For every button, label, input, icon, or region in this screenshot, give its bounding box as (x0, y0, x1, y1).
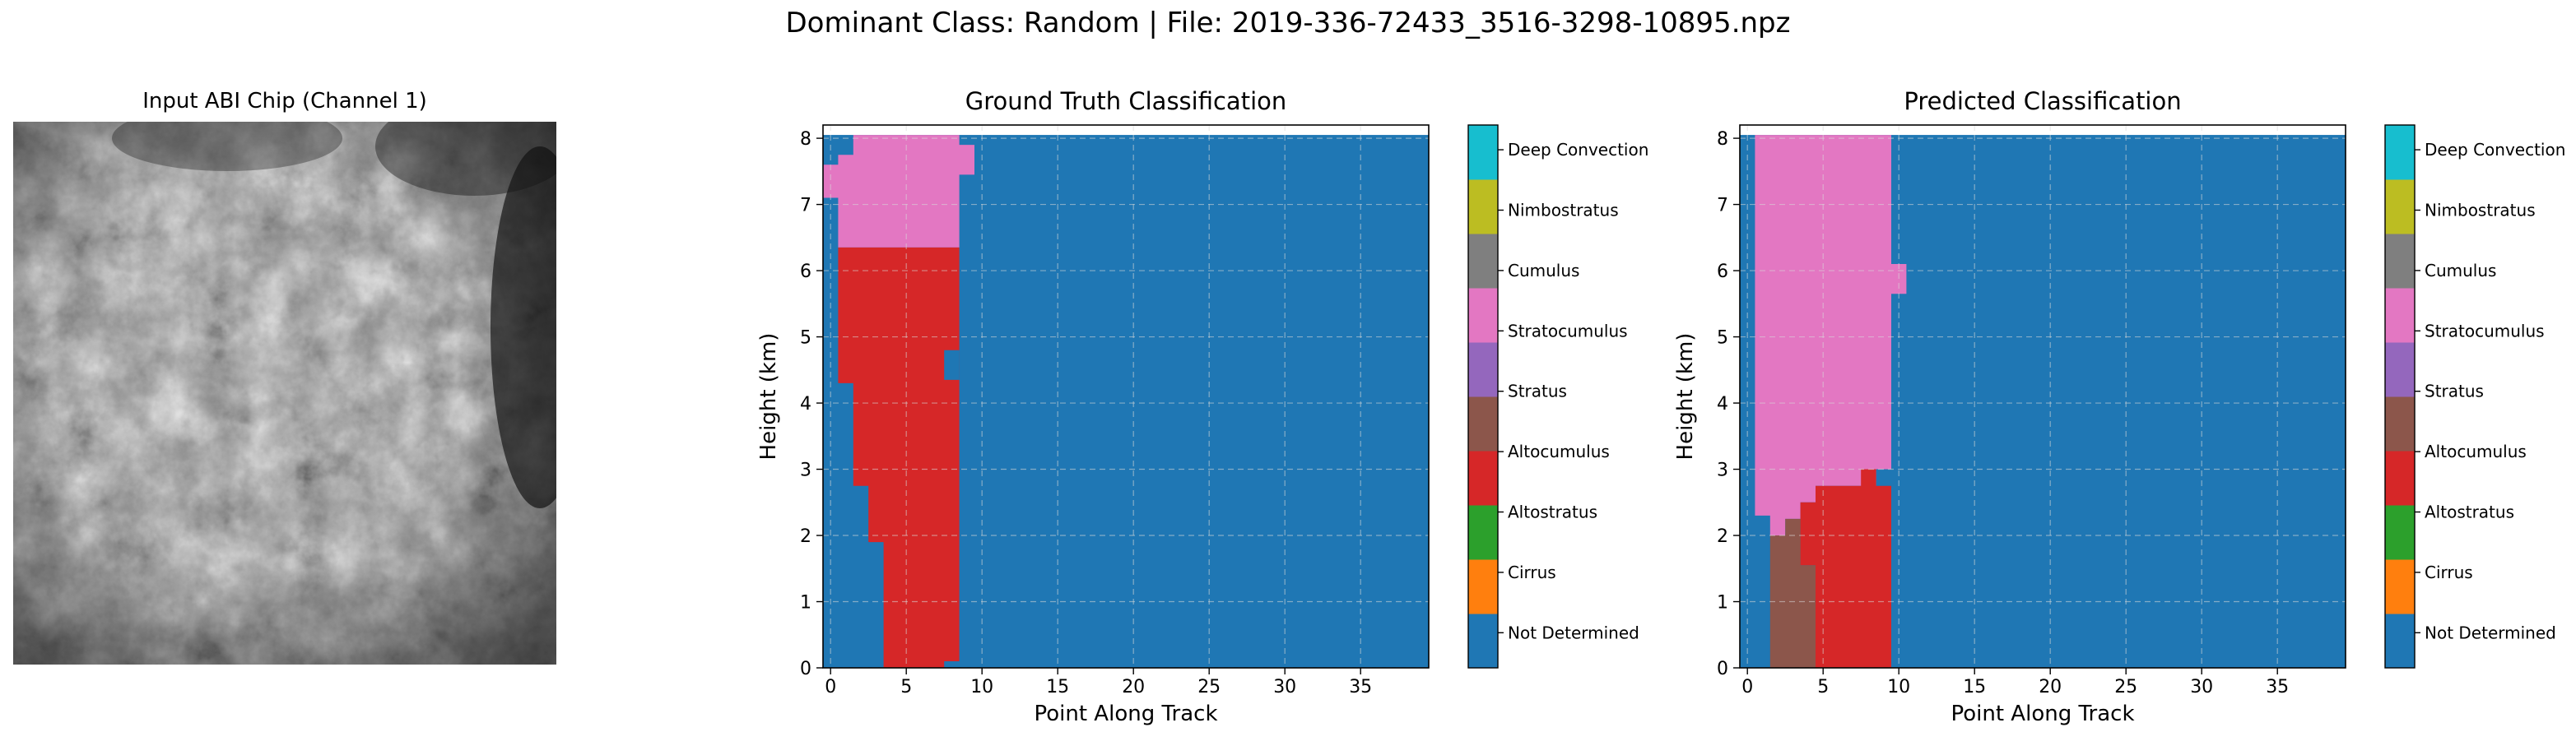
y-tick-label-2: 2 (1717, 526, 1728, 547)
legend-label-cirrus: Cirrus (1508, 563, 1556, 582)
legend-label-altostratus: Altostratus (2425, 503, 2514, 522)
predicted-chart: 0 5 10 15 20 25 30 35 0 1 2 3 4 5 6 7 8 Point Along Track… (1674, 124, 2565, 726)
colorbar-swatch-3 (2385, 451, 2415, 506)
chip-title: Input ABI Chip (Channel 1) (142, 89, 427, 114)
region-altocumulus (1800, 469, 1891, 668)
y-tick-label-7: 7 (1717, 196, 1728, 216)
colorbar-swatch-0 (2385, 614, 2415, 669)
legend-label-stratus: Stratus (2425, 382, 2484, 401)
figure-suptitle: Dominant Class: Random | File: 2019-336-… (785, 7, 1791, 39)
y-tick-label-5: 5 (800, 328, 811, 349)
axes-frame (822, 124, 1430, 669)
x-tick-label-35: 35 (1349, 677, 1372, 697)
plot-area-1: 0 5 10 15 20 25 30 35 0 1 2 3 4 5 6 7 8 Point Along Track… (1674, 124, 2346, 726)
x-tick-label-30: 30 (2190, 677, 2213, 697)
y-tick-label-4: 4 (1717, 394, 1728, 415)
gt-panel-title: Ground Truth Classification (965, 87, 1287, 115)
y-tick-label-1: 1 (1717, 593, 1728, 614)
abi-chip-image (13, 122, 556, 665)
colorbar-swatch-9 (2385, 125, 2415, 180)
legend-label-cumulus: Cumulus (1508, 261, 1579, 280)
y-tick-label-4: 4 (800, 394, 811, 415)
colorbar-swatch-9 (1468, 125, 1498, 180)
colorbar-swatch-8 (1468, 179, 1498, 234)
x-tick-label-20: 20 (2039, 677, 2062, 697)
y-tick-label-8: 8 (1717, 129, 1728, 150)
colorbar-swatch-4 (1468, 396, 1498, 452)
legend-label-altocumulus: Altocumulus (2425, 442, 2527, 461)
y-tick-label-3: 3 (1717, 461, 1728, 481)
region-altocumulus (838, 247, 960, 668)
legend-label-deep-convection: Deep Convection (1508, 140, 1648, 160)
legend-label-stratus: Stratus (1508, 382, 1567, 401)
legend-label-deep-convection: Deep Convection (2425, 140, 2565, 160)
y-tick-label-6: 6 (1717, 262, 1728, 282)
region-stratocumulus (1769, 518, 1816, 668)
x-tick-label-5: 5 (900, 677, 912, 697)
y-tick-label-8: 8 (800, 129, 811, 150)
colorbar-swatch-2 (1468, 505, 1498, 560)
x-tick-label-10: 10 (970, 677, 993, 697)
y-axis-label: Height (km) (1674, 333, 1698, 461)
colorbar-swatch-1 (1468, 559, 1498, 614)
colorbar-swatch-7 (2385, 234, 2415, 289)
y-tick-label-0: 0 (1717, 659, 1728, 679)
y-tick-label-2: 2 (800, 526, 811, 547)
colorbar-swatch-6 (2385, 288, 2415, 343)
colorbar-frame (2384, 124, 2416, 669)
region-not-determined (944, 350, 960, 380)
colorbar-swatch-5 (1468, 342, 1498, 397)
plot-area-0: 0 5 10 15 20 25 30 35 0 1 2 3 4 5 6 7 8 Point Along Track… (757, 124, 1430, 726)
colorbar-swatch-1 (2385, 559, 2415, 614)
x-tick-label-35: 35 (2266, 677, 2289, 697)
y-tick-label-3: 3 (800, 461, 811, 481)
region-cumulus (823, 135, 974, 248)
x-tick-label-10: 10 (1887, 677, 1910, 697)
colorbar-swatch-8 (2385, 179, 2415, 234)
x-tick-label-20: 20 (1122, 677, 1145, 697)
x-tick-label-15: 15 (1963, 677, 1986, 697)
x-tick-label-5: 5 (1817, 677, 1829, 697)
x-tick-label-25: 25 (2114, 677, 2137, 697)
y-tick-label-6: 6 (800, 262, 811, 282)
legend-label-not-determined: Not Determined (2425, 623, 2556, 642)
colorbar-swatch-0 (1468, 614, 1498, 669)
colorbar-swatch-7 (1468, 234, 1498, 289)
colorbar-swatch-4 (2385, 396, 2415, 452)
y-tick-label-5: 5 (1717, 328, 1728, 349)
legend-label-stratocumulus: Stratocumulus (2425, 321, 2545, 341)
legend-label-cumulus: Cumulus (2425, 261, 2496, 280)
legend-label-not-determined: Not Determined (1508, 623, 1639, 642)
legend-label-nimbostratus: Nimbostratus (1508, 201, 1619, 220)
y-axis-label: Height (km) (757, 333, 781, 461)
legend-label-cirrus: Cirrus (2425, 563, 2473, 582)
colorbar-swatch-2 (2385, 505, 2415, 560)
colorbar-frame (1467, 124, 1499, 669)
legend-label-nimbostratus: Nimbostratus (2425, 201, 2536, 220)
x-tick-label-0: 0 (1741, 677, 1753, 697)
colorbar-swatch-3 (1468, 451, 1498, 506)
colorbar-legend: Not Determined Cirrus Altostratus Altocumul… (2384, 124, 2565, 669)
region-cumulus (1755, 135, 1907, 535)
x-axis-label: Point Along Track (1951, 702, 2134, 726)
x-tick-label-0: 0 (825, 677, 836, 697)
legend-label-altocumulus: Altocumulus (1508, 442, 1610, 461)
x-axis-label: Point Along Track (1034, 702, 1217, 726)
legend-label-stratocumulus: Stratocumulus (1508, 321, 1628, 341)
x-tick-label-15: 15 (1046, 677, 1069, 697)
ground-truth-chart: 0 5 10 15 20 25 30 35 0 1 2 3 4 5 6 7 8 Point Along Track… (757, 124, 1648, 726)
colorbar-legend: Not Determined Cirrus Altostratus Altocumul… (1467, 124, 1648, 669)
colorbar-swatch-6 (1468, 288, 1498, 343)
pred-panel-title: Predicted Classification (1904, 87, 2182, 115)
legend-label-altostratus: Altostratus (1508, 503, 1597, 522)
x-tick-label-25: 25 (1197, 677, 1221, 697)
y-tick-label-7: 7 (800, 196, 811, 216)
x-tick-label-30: 30 (1273, 677, 1296, 697)
y-tick-label-1: 1 (800, 593, 811, 614)
colorbar-swatch-5 (2385, 342, 2415, 397)
y-tick-label-0: 0 (800, 659, 811, 679)
axes-frame (1739, 124, 2346, 669)
